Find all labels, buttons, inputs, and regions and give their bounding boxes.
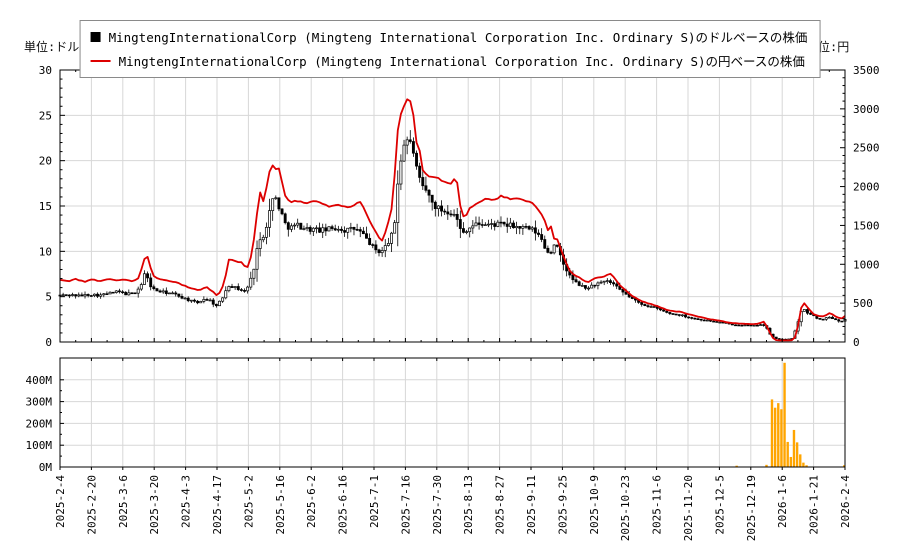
volume-axis-tick-label: 300M [26,396,53,409]
x-axis-date-label: 2025-2-20 [85,475,98,535]
left-axis-tick-label: 5 [45,291,52,304]
x-axis-date-label: 2025-9-25 [556,475,569,535]
axes [59,69,846,470]
x-axis-date-label: 2026-1-6 [776,475,789,528]
usd-square-marker-icon [90,31,101,42]
right-axis-tick-label: 1000 [853,258,880,271]
left-axis-tick-label: 0 [45,336,52,349]
x-axis-date-label: 2025-3-20 [148,475,161,535]
gridlines [60,70,845,467]
left-axis-tick-label: 15 [39,200,52,213]
legend-box: MingtengInternationalCorp (Mingteng Inte… [79,20,821,78]
x-axis-date-label: 2025-8-13 [462,475,475,535]
legend-label-usd: MingtengInternationalCorp (Mingteng Inte… [108,30,808,45]
x-axis-date-label: 2026-1-21 [808,475,821,535]
right-axis-tick-label: 1500 [853,219,880,232]
x-axis-date-label: 2025-12-5 [713,475,726,535]
right-axis-tick-label: 2000 [853,181,880,194]
x-axis-date-label: 2025-10-23 [619,475,632,541]
right-axis-tick-label: 2500 [853,142,880,155]
yen-line-series [59,98,846,342]
x-axis-date-label: 2026-2-4 [839,475,852,528]
x-axis-date-label: 2025-6-2 [305,475,318,528]
x-axis-date-label: 2025-5-2 [242,475,255,528]
x-axis-date-label: 2025-7-16 [399,475,412,535]
left-axis-tick-label: 20 [39,155,52,168]
volume-axis-tick-label: 100M [26,439,53,452]
volume-axis-tick-label: 200M [26,417,53,430]
left-axis-unit-label: 単位:ドル [24,40,80,54]
legend-label-yen: MingtengInternationalCorp (Mingteng Inte… [118,54,805,69]
volume-bars [735,362,846,467]
right-axis-tick-label: 500 [853,297,873,310]
x-axis-date-label: 2025-2-4 [54,475,67,528]
volume-axis-tick-label: 0M [39,461,53,474]
x-axis-date-label: 2025-3-6 [117,475,130,528]
legend-item-yen: MingtengInternationalCorp (Mingteng Inte… [90,51,808,70]
legend-item-usd: MingtengInternationalCorp (Mingteng Inte… [90,27,808,46]
tick-labels: 0 5 10 15 20 25 30 0 500 1000 1500 2000 2500 3000 3500… [26,64,880,541]
x-axis-date-label: 2025-11-20 [682,475,695,541]
x-axis-date-label: 2025-4-3 [180,475,193,528]
left-axis-tick-label: 10 [39,245,52,258]
left-axis-tick-label: 25 [39,109,52,122]
usd-candle-series [58,130,847,341]
x-axis-date-label: 2025-12-19 [745,475,758,541]
x-axis-date-label: 2025-8-27 [494,475,507,535]
x-axis-date-label: 2025-6-16 [337,475,350,535]
right-axis-tick-label: 0 [853,336,860,349]
x-axis-date-label: 2025-5-16 [274,475,287,535]
x-axis-date-label: 2025-9-11 [525,475,538,535]
x-axis-date-label: 2025-10-9 [588,475,601,535]
right-axis-tick-label: 3000 [853,103,880,116]
x-axis-date-label: 2025-7-1 [368,475,381,528]
x-axis-date-label: 2025-7-30 [431,475,444,535]
left-axis-tick-label: 30 [39,64,52,77]
yen-line-marker-icon [90,59,111,62]
volume-axis-tick-label: 400M [26,374,53,387]
x-axis-date-label: 2025-11-6 [651,475,664,535]
x-axis-date-label: 2025-4-17 [211,475,224,535]
right-axis-tick-label: 3500 [853,64,880,77]
